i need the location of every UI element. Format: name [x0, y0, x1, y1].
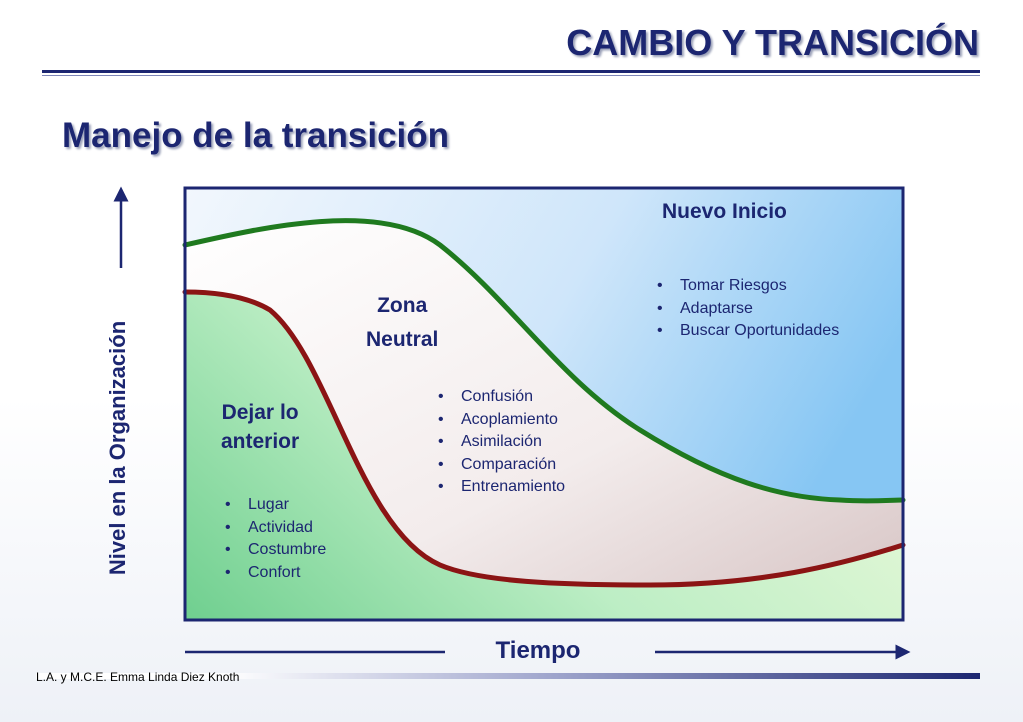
zone-title-neutral-line1: Zona — [377, 294, 428, 317]
footer-bar — [36, 673, 980, 679]
zone-title-nuevo-inicio: Nuevo Inicio — [662, 200, 787, 223]
list-item: Comparación — [438, 454, 565, 477]
new-beginning-curve — [182, 218, 906, 504]
old-zone-area — [185, 292, 903, 620]
list-item: Confusión — [438, 386, 565, 409]
list-item: Entrenamiento — [438, 476, 565, 499]
letting-go-curve — [182, 289, 906, 588]
list-item: Costumbre — [225, 539, 326, 562]
list-item: Asimilación — [438, 431, 565, 454]
list-item: Adaptarse — [657, 298, 839, 321]
slide-title: CAMBIO Y TRANSICIÓN — [566, 22, 979, 63]
list-item: Tomar Riesgos — [657, 275, 839, 298]
neutral-zone-list: Confusión Acoplamiento Asimilación Compa… — [438, 386, 565, 499]
title-rule-thin — [42, 75, 980, 76]
list-item: Acoplamiento — [438, 409, 565, 432]
footer-author: L.A. y M.C.E. Emma Linda Diez Knoth — [36, 670, 240, 684]
dejar-lo-anterior-list: Lugar Actividad Costumbre Confort — [225, 494, 326, 585]
list-item: Buscar Oportunidades — [657, 320, 839, 343]
slide-subtitle: Manejo de la transición — [62, 116, 450, 155]
zone-title-neutral: Zona Neutral — [366, 289, 438, 357]
zone-title-dejar-line1: Dejar lo — [221, 401, 299, 424]
list-item: Lugar — [225, 494, 326, 517]
list-item: Confort — [225, 562, 326, 585]
y-axis-label: Nivel en la Organización — [105, 320, 130, 576]
title-rule — [42, 70, 980, 73]
zone-title-neutral-line2: Neutral — [366, 328, 439, 351]
zone-title-dejar: Dejar lo anterior — [221, 398, 299, 456]
x-axis-label: Tiempo — [495, 637, 581, 664]
list-item: Actividad — [225, 517, 326, 540]
zone-title-dejar-line2: anterior — [221, 430, 300, 453]
nuevo-inicio-list: Tomar Riesgos Adaptarse Buscar Oportunid… — [657, 275, 839, 343]
chart-frame — [183, 186, 905, 622]
